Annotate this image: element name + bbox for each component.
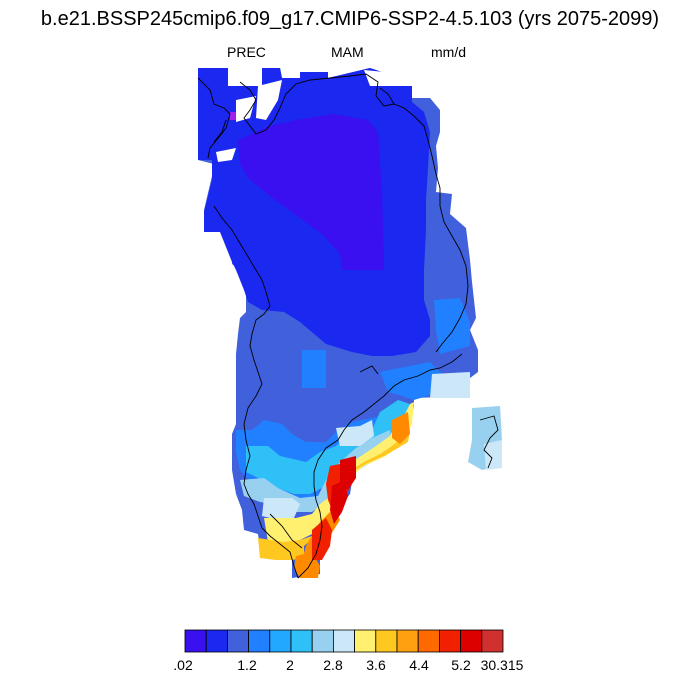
coastline bbox=[197, 73, 499, 579]
colorbar-box bbox=[205, 629, 228, 653]
colorbar-box bbox=[311, 629, 334, 653]
colorbar-tick-label: 30.315 bbox=[481, 657, 524, 673]
plot-title: b.e21.BSSP245cmip6.f09_g17.CMIP6-SSP2-4.… bbox=[40, 8, 660, 30]
colorbar-box bbox=[460, 629, 483, 653]
colorbar-box bbox=[226, 629, 249, 653]
colorbar-tick-label: 4.4 bbox=[409, 657, 429, 673]
colorbar-box bbox=[375, 629, 398, 653]
season-label: MAM bbox=[331, 44, 364, 60]
coastline-segment bbox=[197, 77, 231, 159]
east-island-pale bbox=[484, 440, 502, 470]
colorbar-tick-label: 5.2 bbox=[451, 657, 471, 673]
colorbar-box bbox=[417, 629, 440, 653]
orange-east bbox=[392, 412, 410, 444]
darkred-east bbox=[330, 480, 348, 524]
coastline-segment bbox=[479, 415, 499, 469]
yellow-band bbox=[264, 402, 414, 544]
darkred-east-upper bbox=[340, 456, 356, 490]
colorbar-tick-label: 3.6 bbox=[366, 657, 386, 673]
ocean-notch bbox=[256, 80, 282, 120]
coastline-segment bbox=[269, 513, 303, 549]
east-pale bbox=[430, 372, 470, 398]
units-label: mm/d bbox=[431, 44, 466, 60]
ocean-notch bbox=[364, 70, 384, 86]
colorbar-box bbox=[396, 629, 419, 653]
colorbar-box bbox=[332, 629, 355, 653]
sky-band bbox=[246, 400, 410, 494]
coastline-segment bbox=[213, 205, 299, 579]
colorbar-box bbox=[184, 629, 207, 653]
coast-pale bbox=[336, 420, 374, 446]
coastline-segment bbox=[297, 353, 463, 579]
variable-label: PREC bbox=[227, 44, 266, 60]
pale-band bbox=[240, 430, 392, 512]
colorbar-box bbox=[354, 629, 377, 653]
colorbar-box bbox=[269, 629, 292, 653]
colorbar-box bbox=[290, 629, 313, 653]
map-fills bbox=[198, 68, 502, 578]
coastline-segment bbox=[213, 119, 227, 143]
colorbar-tick-label: 1.2 bbox=[237, 657, 257, 673]
magenta-speck bbox=[230, 112, 236, 120]
colorbar-box bbox=[438, 629, 461, 653]
ocean-notch bbox=[216, 148, 236, 162]
colorbar-box bbox=[248, 629, 271, 653]
colorbar-boxes bbox=[184, 629, 504, 653]
colorbar-tick-label: .02 bbox=[173, 657, 193, 673]
colorbar-box bbox=[481, 629, 504, 653]
coastline-segment bbox=[239, 73, 469, 353]
gold-band bbox=[258, 424, 410, 560]
ocean-notch bbox=[236, 96, 256, 122]
south-pale bbox=[262, 498, 300, 520]
coastline-segment bbox=[379, 87, 395, 105]
colorbar-labels: .02 1.2 2 2.8 3.6 4.4 5.2 30.315 bbox=[173, 657, 523, 673]
east-coast-strip bbox=[434, 298, 470, 354]
interior-lowest-precip bbox=[238, 114, 384, 270]
interior-patch bbox=[302, 350, 326, 388]
colorbar-tick-label: 2 bbox=[286, 657, 294, 673]
colorbar-tick-label: 2.8 bbox=[323, 657, 343, 673]
coastline-segment bbox=[359, 365, 379, 375]
